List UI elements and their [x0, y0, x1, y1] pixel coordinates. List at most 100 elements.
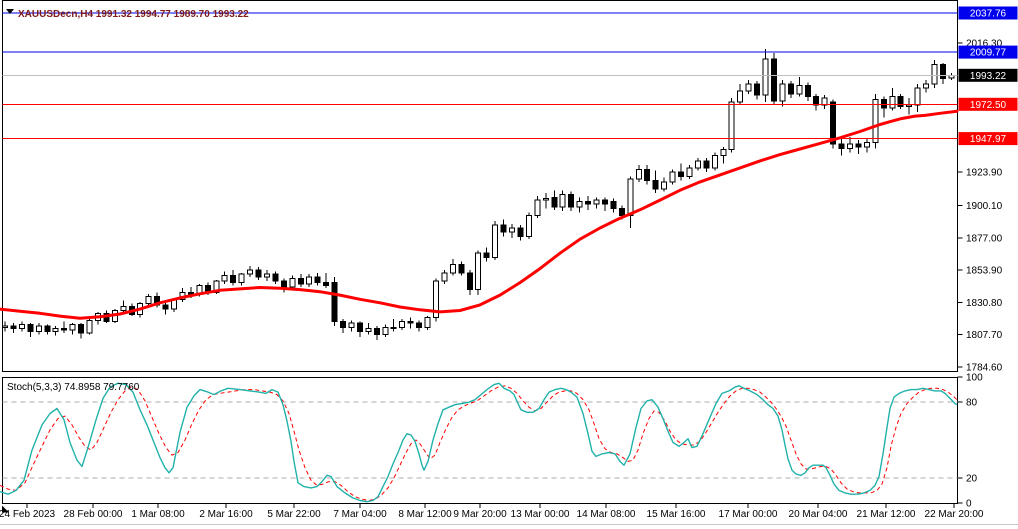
candle-body	[331, 282, 338, 323]
candle-body	[424, 317, 431, 328]
candle-body	[2, 325, 8, 328]
time-tick-label: 9 Mar 20:00	[453, 509, 507, 520]
stochastic-panel[interactable]	[0, 377, 958, 504]
candle-body	[52, 328, 59, 333]
candle	[373, 325, 380, 340]
candle-body	[61, 328, 68, 331]
candle	[52, 325, 59, 336]
candle	[10, 323, 17, 333]
stoch-main-line	[0, 382, 958, 503]
candle-body	[416, 322, 423, 328]
candle-body	[779, 83, 786, 102]
candle-body	[821, 97, 828, 106]
candle-body	[221, 275, 228, 282]
candle	[534, 195, 541, 219]
candle-body	[644, 168, 651, 182]
candle	[238, 272, 245, 286]
price-badge	[958, 45, 1018, 59]
stoch-tick-label: 80	[966, 398, 978, 409]
time-tick-label: 22 Mar 20:00	[925, 509, 984, 520]
stochastic-panel-frame	[2, 377, 958, 504]
candle	[120, 300, 127, 314]
candle-body	[458, 263, 465, 274]
price-badge	[958, 68, 1018, 82]
candle-body	[348, 322, 355, 328]
candle	[340, 318, 346, 333]
candle	[69, 323, 76, 335]
candle-body	[280, 280, 287, 288]
candle	[821, 95, 828, 110]
candle	[78, 323, 85, 339]
candle-body	[373, 328, 380, 335]
candle-body	[449, 263, 456, 274]
candle	[889, 88, 896, 111]
candle	[297, 274, 304, 287]
candle	[635, 165, 642, 182]
candle	[931, 60, 938, 89]
candle-body	[678, 171, 684, 177]
candle-body	[255, 269, 262, 278]
candle-body	[838, 143, 845, 149]
candle-body	[847, 143, 853, 149]
candle-body	[813, 96, 820, 106]
candle	[86, 317, 93, 335]
candle	[703, 158, 710, 173]
candle	[711, 152, 718, 171]
candle	[280, 278, 287, 293]
price-badge	[958, 97, 1018, 111]
candle	[601, 197, 608, 212]
candle-body	[432, 280, 439, 319]
candle-body	[365, 328, 372, 333]
candle	[813, 93, 820, 111]
candle-body	[407, 321, 414, 324]
candle-body	[863, 142, 870, 148]
time-tick-label: 21 Mar 12:00	[857, 509, 916, 520]
candle	[737, 84, 744, 105]
main-price-panel[interactable]	[0, 0, 959, 372]
candle	[306, 274, 313, 287]
candle-body	[534, 199, 541, 216]
candle	[779, 79, 786, 107]
candle	[399, 318, 406, 331]
candle	[686, 165, 693, 180]
candle-body	[230, 275, 237, 284]
candle-body	[745, 83, 752, 92]
price-tick-label: 2016.30	[966, 39, 1003, 50]
axis-corner-marker-icon	[2, 505, 9, 513]
candle-body	[492, 224, 499, 258]
candle	[509, 223, 515, 238]
candle	[897, 93, 904, 110]
candle	[652, 170, 659, 194]
candle-body	[804, 84, 811, 98]
candle-body	[635, 168, 642, 180]
price-tick-label: 1877.00	[966, 233, 1003, 244]
candle-body	[517, 227, 524, 237]
candle	[804, 82, 811, 101]
price-axis[interactable]: 2016.30 1923.90 1900.10 1877.00 1853.90 1830.…	[957, 6, 1018, 510]
price-badge-label: 1947.97	[970, 134, 1007, 145]
candle	[694, 158, 701, 171]
candle	[331, 277, 338, 326]
candle-body	[356, 322, 363, 333]
candle-body	[593, 199, 600, 205]
candle	[432, 278, 439, 322]
candle-body	[737, 90, 744, 103]
candle-body	[618, 207, 625, 216]
candle	[61, 321, 68, 333]
price-badge	[958, 6, 1018, 20]
candle-body	[686, 167, 693, 177]
candle	[754, 81, 761, 100]
candle-body	[509, 227, 515, 233]
price-tick-label: 1923.90	[966, 168, 1003, 179]
candle-body	[787, 83, 794, 95]
main-panel-frame	[2, 0, 958, 372]
candle	[500, 219, 507, 237]
candle-body	[872, 98, 879, 144]
candle-body	[585, 201, 592, 205]
candle-body	[897, 96, 904, 107]
candle-body	[69, 324, 76, 331]
time-axis[interactable]: 24 Feb 2023 28 Feb 00:00 1 Mar 08:00 2 Mar …	[0, 503, 1018, 525]
candle	[475, 250, 482, 296]
price-tick-label: 1807.70	[966, 330, 1003, 341]
